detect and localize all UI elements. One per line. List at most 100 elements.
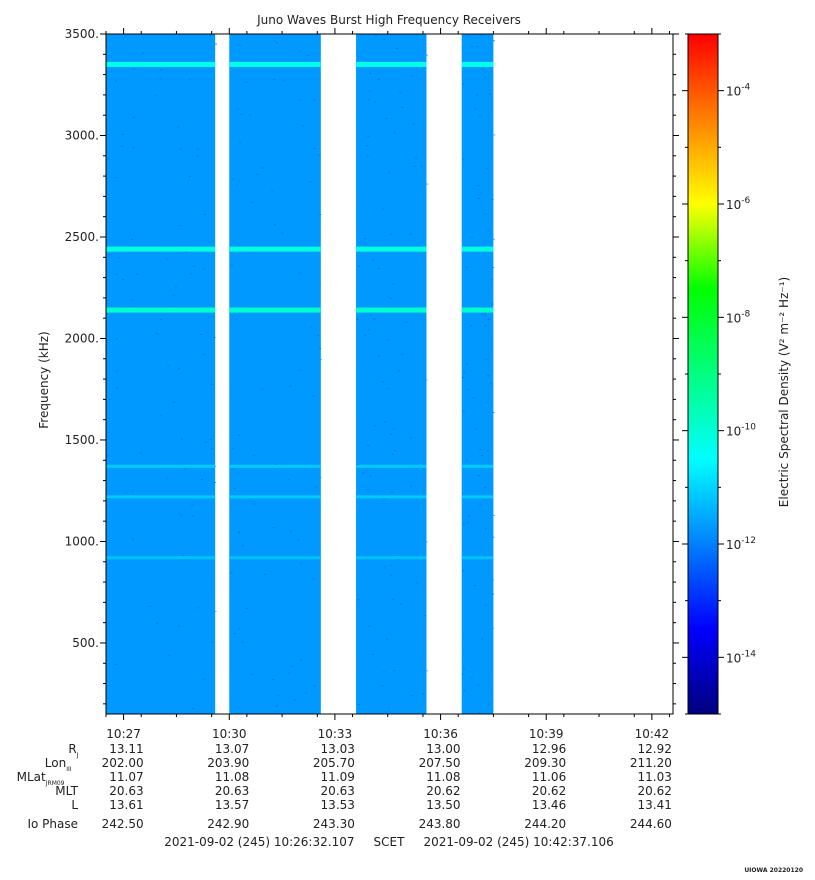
noise-speck (487, 655, 490, 657)
noise-speck (462, 634, 465, 636)
noise-speck (386, 339, 389, 341)
noise-speck (252, 503, 255, 505)
noise-speck (178, 368, 181, 370)
noise-speck (468, 166, 471, 168)
ephemeris-row-label: MLatJRM09 (17, 770, 65, 787)
noise-speck (130, 418, 133, 420)
noise-speck (463, 368, 466, 370)
noise-speck (119, 206, 122, 208)
colorbar-tick-label: 10-12 (726, 536, 756, 552)
noise-speck (366, 489, 369, 491)
noise-speck (467, 613, 470, 615)
noise-speck (485, 499, 488, 501)
noise-speck (125, 492, 128, 494)
noise-speck (488, 605, 491, 607)
noise-speck (473, 585, 476, 587)
noise-speck (272, 678, 275, 680)
noise-speck (466, 363, 469, 365)
noise-speck (200, 479, 203, 481)
noise-speck (114, 663, 117, 665)
noise-speck (470, 325, 473, 327)
emission-band-1370khz (461, 464, 494, 468)
noise-speck (479, 115, 482, 117)
noise-speck (463, 658, 466, 660)
noise-speck (413, 705, 416, 707)
noise-speck (461, 441, 464, 443)
noise-speck (119, 529, 122, 531)
noise-speck (378, 73, 381, 75)
noise-speck (375, 210, 378, 212)
noise-speck (140, 597, 143, 599)
noise-speck (124, 575, 127, 577)
noise-speck (375, 135, 378, 137)
noise-speck (492, 579, 495, 581)
noise-speck (401, 446, 404, 448)
noise-speck (467, 389, 470, 391)
noise-speck (384, 566, 387, 568)
noise-speck (477, 185, 480, 187)
noise-speck (390, 575, 393, 577)
noise-speck (381, 685, 384, 687)
noise-speck (319, 348, 322, 350)
noise-speck (486, 168, 489, 170)
ephemeris-value: 12.96 (532, 742, 566, 756)
noise-speck (382, 381, 385, 383)
noise-speck (391, 598, 394, 600)
noise-speck (404, 606, 407, 608)
noise-speck (294, 558, 297, 560)
ephemeris-value: 20.63 (215, 784, 249, 798)
emission-band-920khz (461, 556, 494, 560)
noise-speck (406, 704, 409, 706)
noise-speck (306, 583, 309, 585)
noise-speck (382, 212, 385, 214)
y-axis: 500. 1000. 1500. 2000. 2500. 3000. 3500. (65, 27, 679, 705)
noise-speck (390, 433, 393, 435)
noise-speck (467, 344, 470, 346)
noise-speck (486, 450, 489, 452)
noise-speck (363, 508, 366, 510)
noise-speck (111, 284, 114, 286)
noise-speck (317, 193, 320, 195)
noise-speck (375, 336, 378, 338)
ephemeris-value: 13.11 (109, 742, 143, 756)
noise-speck (114, 48, 117, 50)
data-segment-4 (461, 34, 494, 714)
noise-speck (385, 528, 388, 530)
time-range-line: 2021-09-02 (245) 10:26:32.107 SCET 2021-… (164, 835, 614, 849)
emission-band-2440khz (461, 246, 494, 252)
noise-speck (365, 145, 368, 147)
noise-speck (484, 528, 487, 530)
x-tick-label: 10:36 (423, 727, 458, 741)
noise-speck (157, 333, 160, 335)
ephemeris-row-label: Io Phase (27, 817, 78, 831)
noise-speck (166, 477, 169, 479)
noise-speck (156, 691, 159, 693)
noise-speck (120, 42, 123, 44)
noise-speck (478, 703, 481, 705)
noise-speck (288, 185, 291, 187)
noise-speck (213, 337, 216, 339)
noise-speck (470, 626, 473, 628)
noise-speck (211, 641, 214, 643)
noise-speck (275, 315, 278, 317)
noise-speck (196, 155, 199, 157)
noise-speck (425, 379, 428, 381)
noise-speck (399, 92, 402, 94)
noise-speck (302, 273, 305, 275)
noise-speck (368, 625, 371, 627)
data-segment-2 (229, 34, 321, 714)
ephemeris-value: 11.03 (638, 770, 672, 784)
noise-speck (156, 385, 159, 387)
noise-speck (395, 47, 398, 49)
noise-speck (156, 204, 159, 206)
noise-speck (256, 513, 259, 515)
noise-speck (297, 478, 300, 480)
noise-speck (375, 161, 378, 163)
noise-speck (164, 393, 167, 395)
ephemeris-value: 13.61 (109, 798, 143, 812)
noise-speck (238, 363, 241, 365)
noise-speck (234, 632, 237, 634)
noise-speck (252, 135, 255, 137)
noise-speck (390, 132, 393, 134)
